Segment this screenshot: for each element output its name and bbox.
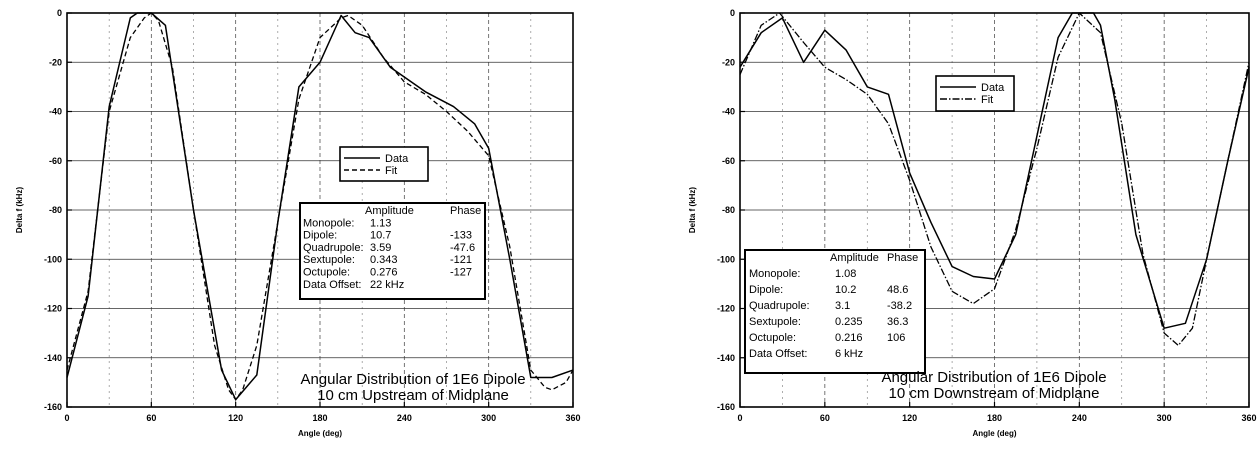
grid bbox=[67, 13, 573, 407]
series-data-line bbox=[66, 12, 574, 401]
table-cell: Data Offset: bbox=[303, 279, 362, 291]
table-cell: 0.343 bbox=[370, 254, 398, 266]
y-tick-label: -60 bbox=[49, 156, 62, 166]
y-tick-label: -40 bbox=[49, 107, 62, 117]
table-cell: -47.6 bbox=[450, 242, 475, 254]
legend-label: Fit bbox=[385, 165, 397, 177]
legend-label: Data bbox=[981, 82, 1005, 94]
table-cell: 10.7 bbox=[370, 230, 391, 242]
x-tick-label: 120 bbox=[228, 413, 243, 423]
x-tick-label: 360 bbox=[565, 413, 580, 423]
y-axis-label: Delta f (kHz) bbox=[688, 187, 697, 234]
table-cell: -38.2 bbox=[887, 300, 912, 312]
y-tick-label: -120 bbox=[717, 304, 735, 314]
table-cell: -121 bbox=[450, 254, 472, 266]
y-tick-label: -40 bbox=[722, 107, 735, 117]
y-tick-label: -80 bbox=[49, 205, 62, 215]
chart-annotation-line-2: 10 cm Upstream of Midplane bbox=[317, 387, 509, 404]
table-cell: Quadrupole: bbox=[749, 300, 810, 312]
table-cell: 106 bbox=[887, 332, 905, 344]
table-cell: 48.6 bbox=[887, 284, 908, 296]
coefficient-table: Amplitude Phase Monopole: 1.08 Dipole: 10.2 48… bbox=[744, 249, 926, 374]
y-tick-label: 0 bbox=[730, 8, 735, 18]
x-tick-label: 60 bbox=[820, 413, 830, 423]
table-cell: 1.13 bbox=[370, 217, 391, 229]
table-cell: Monopole: bbox=[749, 268, 800, 280]
y-tick-label: -100 bbox=[717, 254, 735, 264]
x-tick-label: 180 bbox=[987, 413, 1002, 423]
y-tick-label: -120 bbox=[44, 304, 62, 314]
coefficient-table: Amplitude Phase Monopole: 1.13 Dipole: 10.7 -1… bbox=[299, 202, 486, 300]
table-cell: Quadrupole: bbox=[303, 242, 364, 254]
y-tick-label: -60 bbox=[722, 156, 735, 166]
y-tick-label: -80 bbox=[722, 205, 735, 215]
table-cell: Data Offset: bbox=[749, 348, 808, 360]
table-cell: Sextupole: bbox=[303, 254, 355, 266]
y-tick-label: -20 bbox=[722, 57, 735, 67]
legend-label: Fit bbox=[981, 94, 993, 106]
series-fit-line bbox=[66, 12, 574, 401]
table-cell: 3.1 bbox=[835, 300, 850, 312]
chart-annotation-line-2: 10 cm Downstream of Midplane bbox=[889, 385, 1100, 402]
x-tick-label: 60 bbox=[146, 413, 156, 423]
table-cell: Octupole: bbox=[749, 332, 796, 344]
table-cell: 22 kHz bbox=[370, 279, 404, 291]
x-tick-label: 360 bbox=[1241, 413, 1256, 423]
chart-annotation-line-1: Angular Distribution of 1E6 Dipole bbox=[300, 371, 525, 388]
x-tick-label: 300 bbox=[1157, 413, 1172, 423]
table-cell: Dipole: bbox=[303, 230, 337, 242]
y-tick-label: -100 bbox=[44, 254, 62, 264]
table-cell: -127 bbox=[450, 267, 472, 279]
table-header-cell: Phase bbox=[450, 205, 481, 217]
tick-labels: 0 60 120 180 240 300 360 0 -20 -40 -60 -80 -100 -120 -… bbox=[44, 8, 581, 423]
chart-right: 0 60 120 180 240 300 360 0 -20 -40 -60 -80 -100 -120 -… bbox=[688, 8, 1257, 438]
y-tick-label: -140 bbox=[717, 353, 735, 363]
x-axis-label: Angle (deg) bbox=[298, 429, 342, 438]
y-tick-label: -160 bbox=[717, 402, 735, 412]
y-tick-label: -160 bbox=[44, 402, 62, 412]
table-cell: Monopole: bbox=[303, 217, 354, 229]
table-cell: 0.276 bbox=[370, 267, 398, 279]
data-marks bbox=[739, 12, 1250, 347]
x-tick-label: 300 bbox=[481, 413, 496, 423]
data-marks bbox=[66, 12, 574, 401]
legend-box bbox=[339, 146, 429, 182]
table-cell: 36.3 bbox=[887, 316, 908, 328]
table-cell: 1.08 bbox=[835, 268, 856, 280]
y-tick-label: 0 bbox=[57, 8, 62, 18]
table-header-cell: Amplitude bbox=[830, 252, 879, 264]
x-axis-label: Angle (deg) bbox=[973, 429, 1017, 438]
y-tick-label: -140 bbox=[44, 353, 62, 363]
legend-box bbox=[935, 75, 1015, 112]
x-tick-label: 0 bbox=[64, 413, 69, 423]
x-tick-label: 180 bbox=[312, 413, 327, 423]
table-cell: Sextupole: bbox=[749, 316, 801, 328]
chart-annotation-line-1: Angular Distribution of 1E6 Dipole bbox=[881, 369, 1106, 386]
x-tick-label: 240 bbox=[397, 413, 412, 423]
x-tick-label: 120 bbox=[902, 413, 917, 423]
y-axis-label: Delta f (kHz) bbox=[15, 187, 24, 234]
table-cell: 0.235 bbox=[835, 316, 863, 328]
series-fit-line bbox=[739, 12, 1250, 347]
table-cell: 3.59 bbox=[370, 242, 391, 254]
y-tick-label: -20 bbox=[49, 57, 62, 67]
table-box bbox=[299, 202, 486, 300]
chart-left: 0 60 120 180 240 300 360 0 -20 -40 -60 -80 -100 -120 -… bbox=[15, 8, 581, 438]
table-header-cell: Phase bbox=[887, 252, 918, 264]
legend-label: Data bbox=[385, 153, 409, 165]
table-cell: 6 kHz bbox=[835, 348, 863, 360]
x-tick-label: 240 bbox=[1072, 413, 1087, 423]
table-cell: Octupole: bbox=[303, 267, 350, 279]
table-cell: 0.216 bbox=[835, 332, 863, 344]
table-cell: 10.2 bbox=[835, 284, 856, 296]
table-cell: -133 bbox=[450, 230, 472, 242]
tick-labels: 0 60 120 180 240 300 360 0 -20 -40 -60 -80 -100 -120 -… bbox=[717, 8, 1257, 423]
table-header-cell: Amplitude bbox=[365, 205, 414, 217]
table-cell: Dipole: bbox=[749, 284, 783, 296]
x-tick-label: 0 bbox=[737, 413, 742, 423]
table-box bbox=[744, 249, 926, 374]
